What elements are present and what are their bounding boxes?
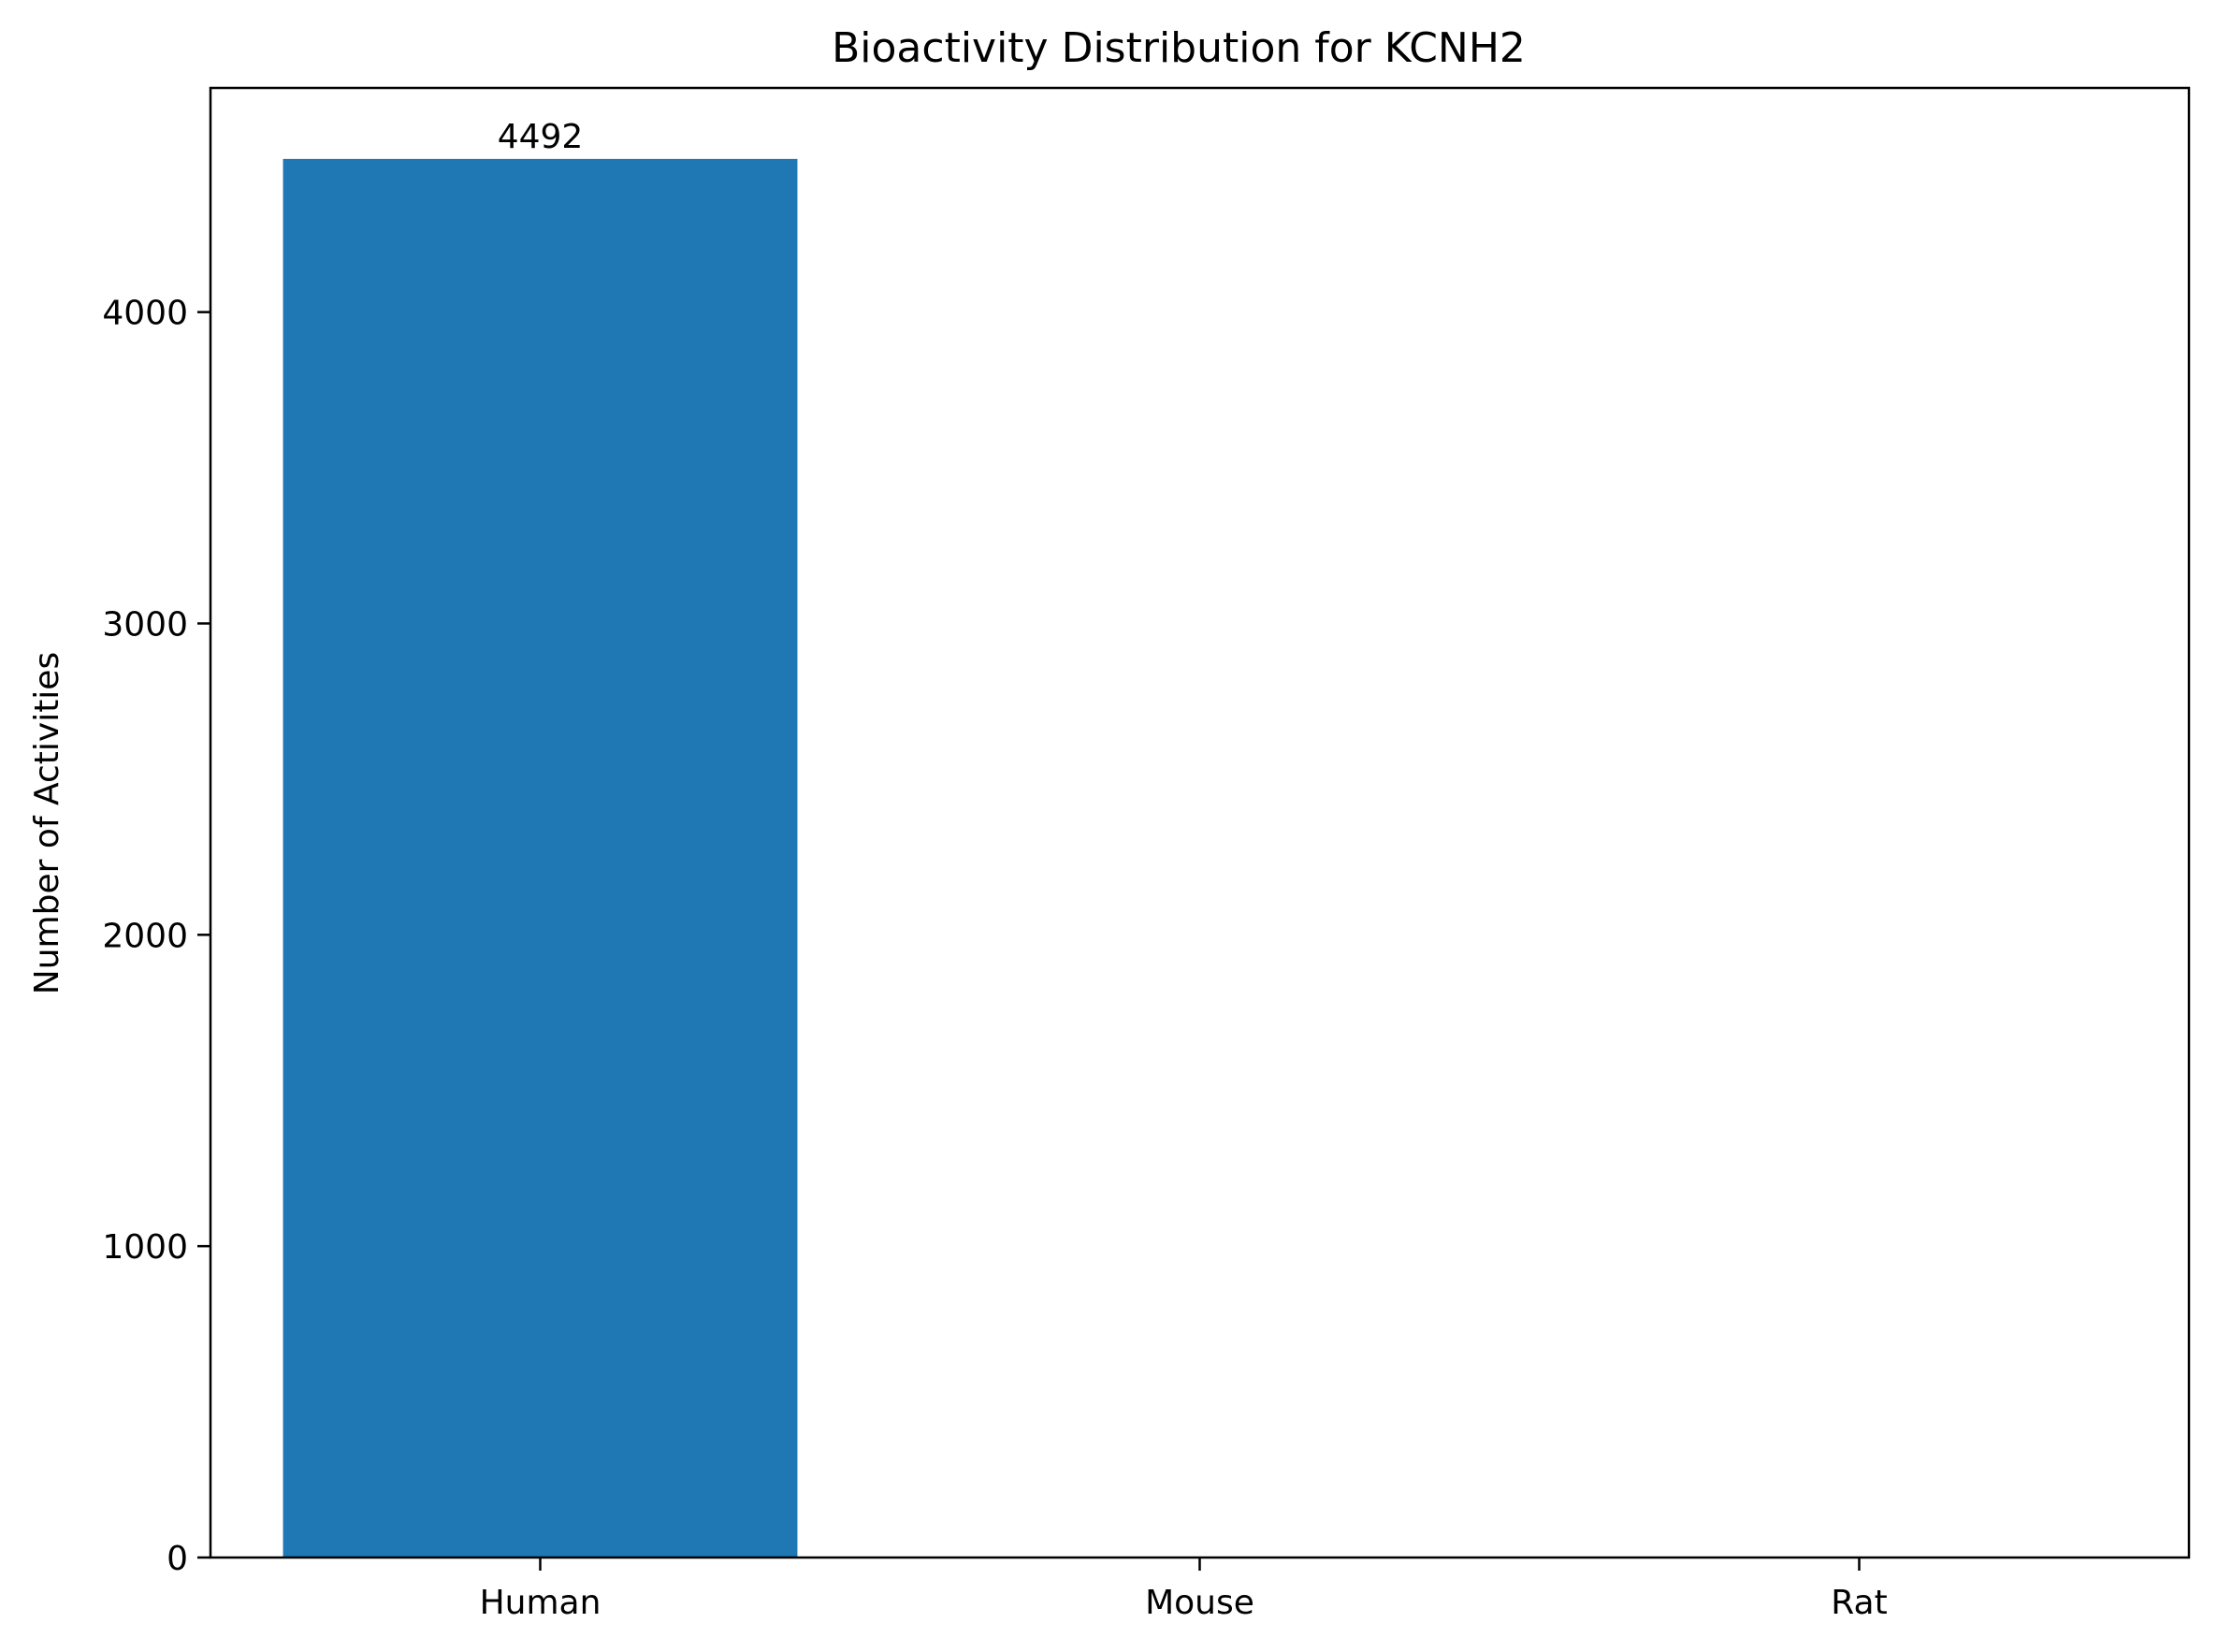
x-tick-label-mouse: Mouse: [1145, 1584, 1254, 1622]
y-tick-label-3000: 3000: [102, 605, 188, 644]
x-tick-label-rat: Rat: [1831, 1584, 1887, 1622]
y-tick-label-4000: 4000: [102, 295, 188, 333]
x-tick-label-human: Human: [480, 1584, 601, 1622]
bar-human: [283, 158, 798, 1558]
y-tick-label-1000: 1000: [102, 1228, 188, 1267]
plot-frame: [209, 86, 2191, 1559]
plot-area: 4492 Human Mouse Rat 0 1000 2000 3000 4000: [102, 118, 1887, 1622]
y-tick-label-0: 0: [167, 1540, 188, 1578]
chart-title: Bioactivity Distribution for KCNH2: [832, 24, 1526, 72]
y-axis-label: Number of Activities: [28, 652, 66, 994]
y-tick-label-2000: 2000: [102, 917, 188, 955]
bar-value-label-human: 4492: [498, 118, 584, 156]
